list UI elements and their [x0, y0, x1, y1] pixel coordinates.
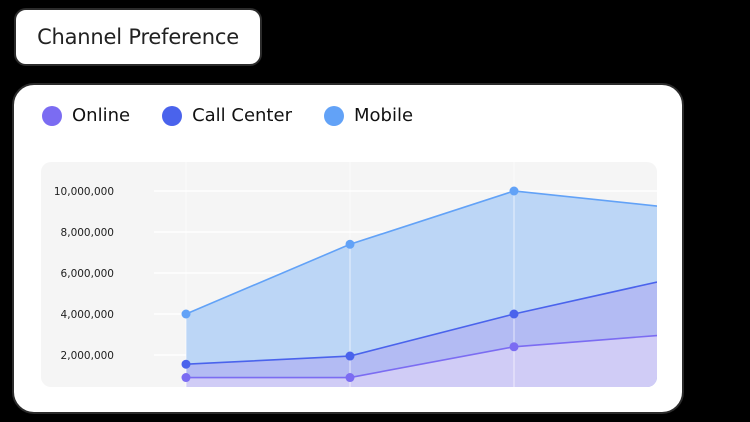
legend-item-call-center: Call Center [162, 105, 292, 126]
area-online [186, 334, 657, 387]
legend-label: Mobile [353, 105, 414, 126]
y-tick-label: 4,000,000 [61, 309, 114, 321]
data-points [181, 186, 519, 383]
legend-item-online: Online [42, 105, 130, 126]
call-center-swatch-icon [162, 105, 183, 126]
data-point [509, 186, 519, 196]
chart-legend: Online Call Center Mobile [42, 105, 445, 126]
mobile-swatch-icon [323, 105, 344, 126]
data-point [345, 373, 355, 383]
data-point [509, 309, 519, 319]
y-tick-label: 10,000,000 [54, 186, 114, 198]
legend-label: Online [72, 105, 131, 126]
chart-card: Online Call Center Mobile 2,000,000 4,000… [12, 83, 684, 414]
data-point [181, 359, 191, 369]
series-areas [185, 190, 657, 387]
data-point [345, 239, 355, 249]
area-chart: 2,000,000 4,000,000 6,000,000 8,000,000 10,0… [41, 162, 657, 387]
online-swatch-icon [42, 105, 62, 126]
title-card: Channel Preference [14, 8, 262, 66]
chart-title: Channel Preference [37, 25, 239, 49]
legend-item-mobile: Mobile [323, 105, 414, 126]
data-point [345, 351, 355, 361]
data-point [509, 342, 519, 352]
y-tick-label: 2,000,000 [61, 350, 114, 362]
y-tick-label: 8,000,000 [61, 227, 114, 239]
data-point [181, 373, 191, 383]
legend-label: Call Center [192, 105, 292, 126]
y-tick-label: 6,000,000 [61, 268, 114, 280]
data-point [181, 309, 191, 319]
y-axis-ticks: 2,000,000 4,000,000 6,000,000 8,000,000 10,0… [54, 186, 114, 362]
